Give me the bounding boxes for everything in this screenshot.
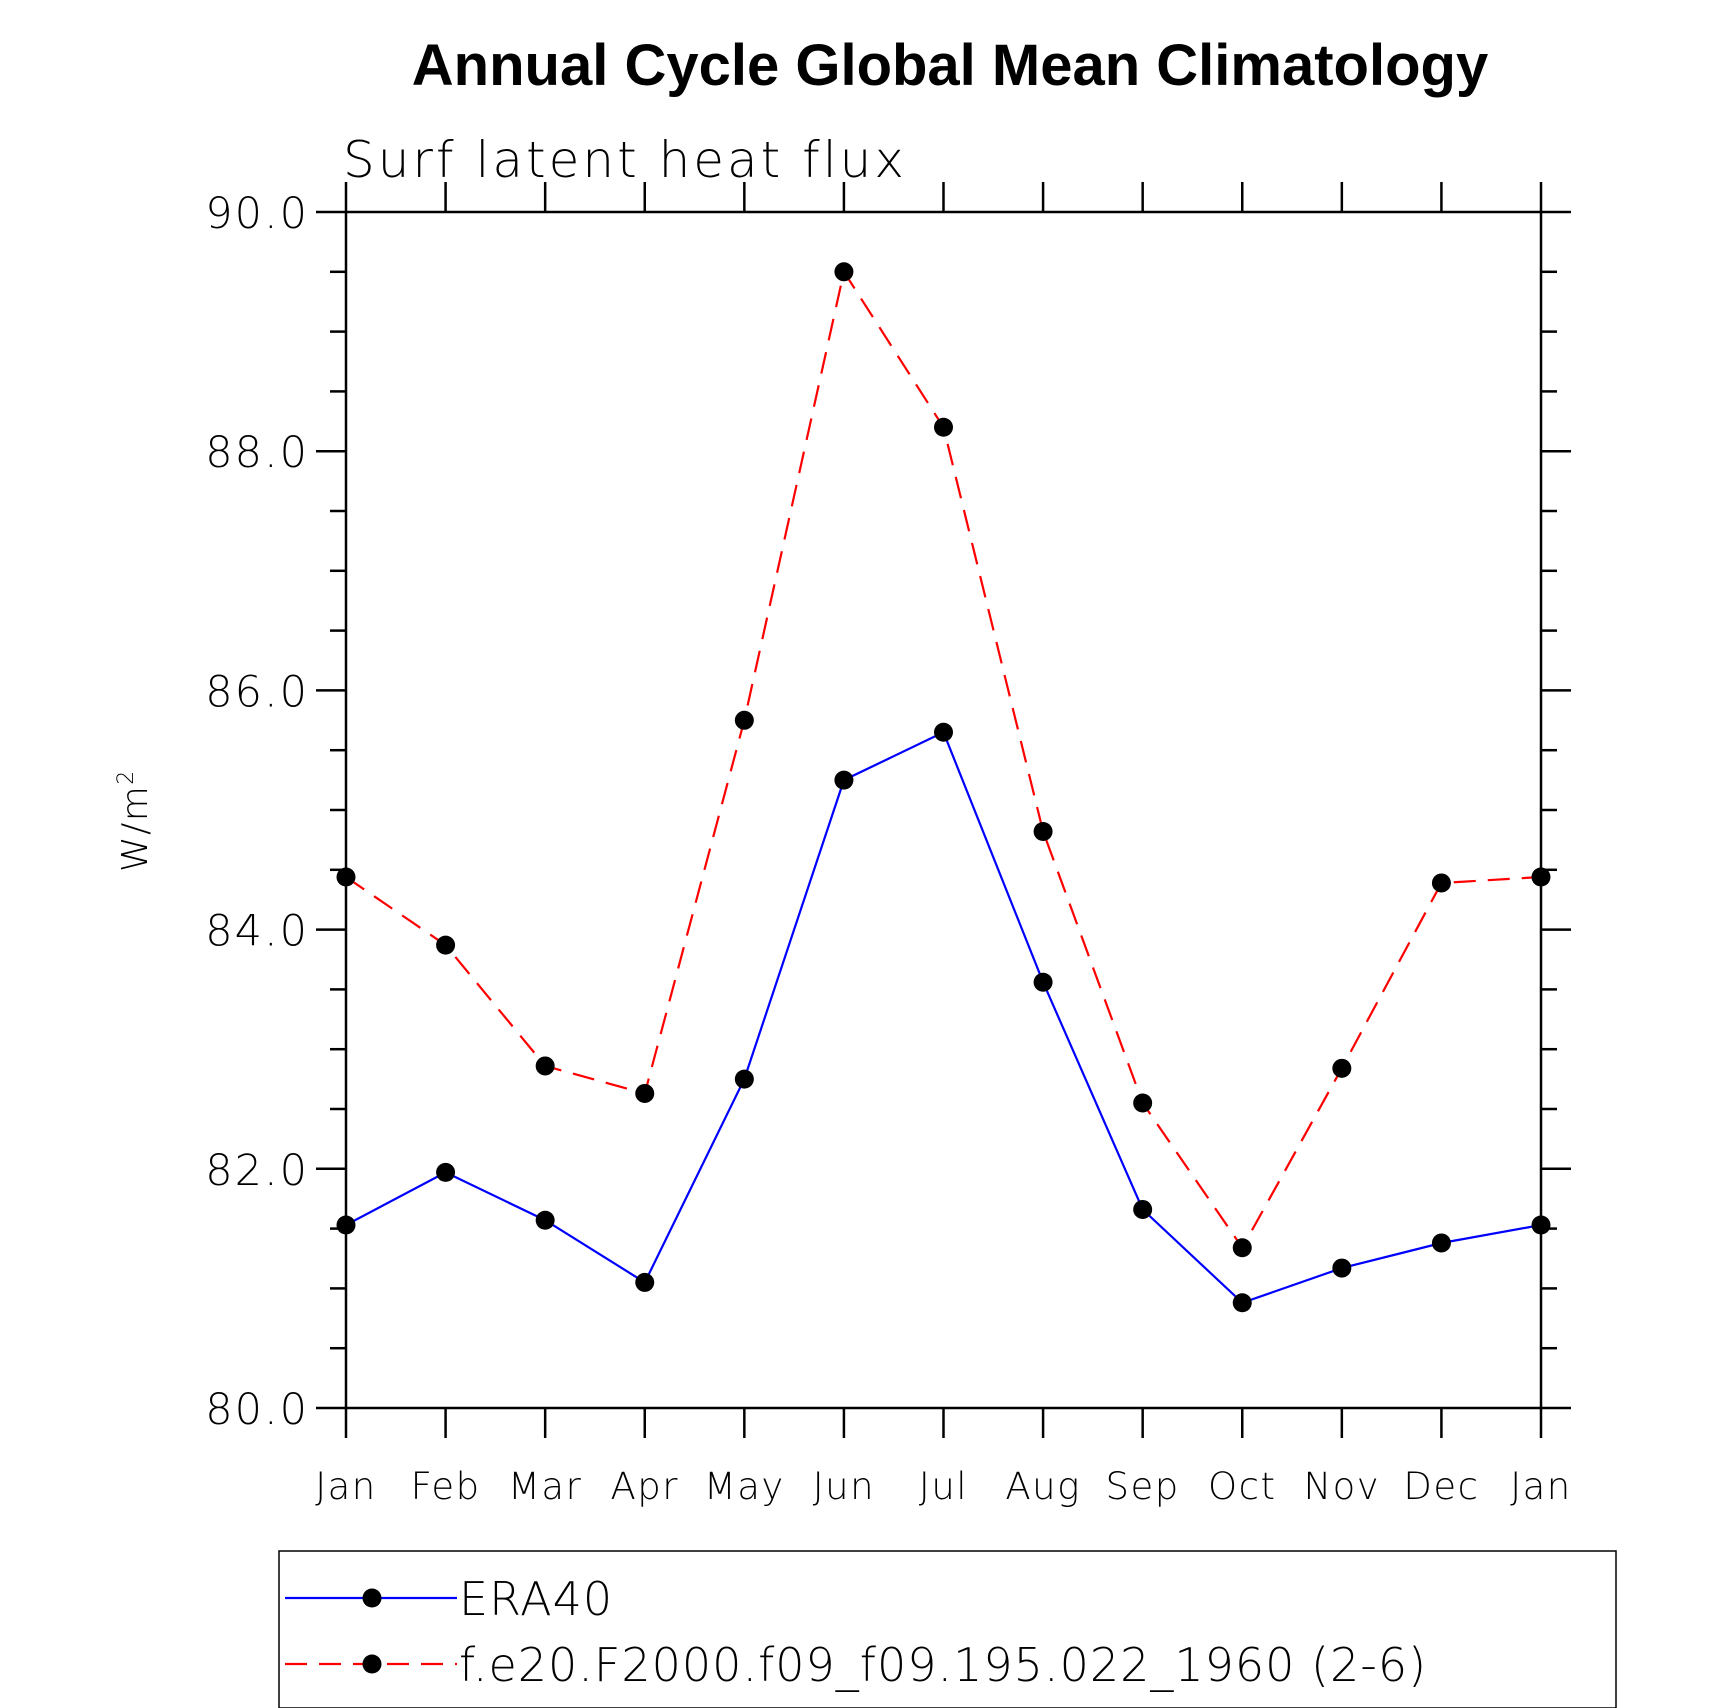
legend: ERA40 f.e20.F2000.f09_f09.195.022_1960 (2… bbox=[278, 1550, 1617, 1708]
data-point-series-1 bbox=[1033, 972, 1053, 992]
data-point-series-2 bbox=[1232, 1238, 1252, 1258]
data-point-series-1 bbox=[734, 1069, 754, 1089]
x-tick-label: Apr bbox=[610, 1465, 679, 1508]
legend-box bbox=[278, 1550, 1617, 1708]
data-point-series-1 bbox=[635, 1272, 655, 1292]
x-tick-label: Oct bbox=[1208, 1465, 1276, 1508]
legend-marker-2 bbox=[362, 1654, 382, 1674]
x-tick-label: Sep bbox=[1106, 1465, 1180, 1508]
data-point-series-2 bbox=[635, 1083, 655, 1103]
data-point-series-1 bbox=[336, 1215, 356, 1235]
x-tick-label: Jan bbox=[315, 1465, 377, 1508]
data-point-series-1 bbox=[934, 722, 953, 742]
plot-area: 80.0 82.0 84.0 86.0 88.0 90.0 Jan Feb Mar Apr May J… bbox=[205, 182, 1572, 1508]
data-point-series-1 bbox=[535, 1210, 555, 1230]
x-tick-label: Feb bbox=[411, 1465, 481, 1508]
y-axis-label-superscript: 2 bbox=[114, 769, 139, 785]
legend-label-2: f.e20.F2000.f09_f09.195.022_1960 (2-6) bbox=[459, 1638, 1427, 1692]
y-tick-label: 82.0 bbox=[205, 1146, 309, 1196]
data-point-series-2 bbox=[1531, 867, 1551, 887]
data-point-series-1 bbox=[1332, 1258, 1352, 1278]
data-point-series-2 bbox=[1332, 1058, 1352, 1078]
x-tick-label: Dec bbox=[1403, 1465, 1479, 1508]
x-tick-label: Jan bbox=[1510, 1465, 1572, 1508]
x-tick-label: Mar bbox=[508, 1465, 582, 1508]
y-axis-label-main: W/m bbox=[115, 785, 156, 872]
data-point-series-1 bbox=[1133, 1199, 1153, 1219]
y-axis-label: W/m2 bbox=[114, 769, 156, 872]
data-point-series-2 bbox=[1033, 822, 1053, 842]
y-tick-label: 86.0 bbox=[205, 667, 309, 717]
x-tick-label: Nov bbox=[1303, 1465, 1380, 1508]
legend-marker-1 bbox=[362, 1588, 382, 1608]
data-point-series-2 bbox=[336, 867, 356, 887]
data-point-series-2 bbox=[535, 1056, 555, 1076]
x-tick-label: Jun bbox=[813, 1465, 875, 1508]
data-point-series-1 bbox=[1232, 1293, 1252, 1313]
data-point-series-2 bbox=[934, 417, 953, 437]
y-tick-label: 80.0 bbox=[205, 1385, 309, 1435]
legend-label-1: ERA40 bbox=[459, 1572, 613, 1626]
data-point-series-1 bbox=[436, 1162, 456, 1182]
chart-title: Annual Cycle Global Mean Climatology bbox=[412, 33, 1488, 98]
series-line-1 bbox=[345, 730, 1542, 1305]
chart-subtitle: Surf latent heat flux bbox=[343, 131, 907, 189]
y-tick-label: 88.0 bbox=[205, 428, 309, 478]
data-point-series-1 bbox=[834, 770, 854, 790]
x-tick-label: Aug bbox=[1005, 1465, 1080, 1508]
data-point-series-2 bbox=[1431, 873, 1451, 893]
data-point-series-2 bbox=[436, 935, 456, 955]
data-point-series-1 bbox=[1531, 1215, 1551, 1235]
data-point-series-2 bbox=[734, 710, 754, 730]
x-tick-label: Jul bbox=[919, 1465, 968, 1508]
data-point-series-2 bbox=[834, 262, 854, 282]
data-point-series-1 bbox=[1431, 1233, 1451, 1253]
x-tick-label: May bbox=[704, 1465, 785, 1508]
y-tick-label: 84.0 bbox=[205, 907, 309, 957]
plot-frame bbox=[344, 210, 1543, 1410]
data-point-series-2 bbox=[1133, 1093, 1153, 1113]
y-tick-label: 90.0 bbox=[205, 189, 309, 239]
